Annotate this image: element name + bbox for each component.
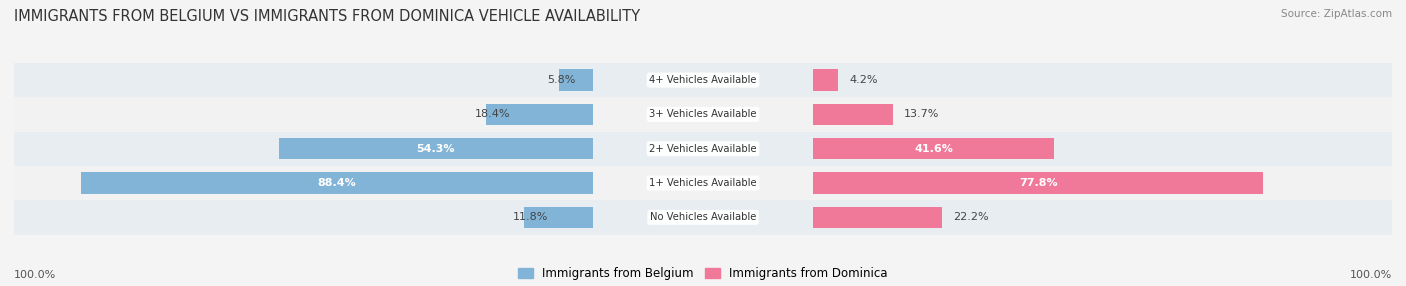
Text: 77.8%: 77.8% (1019, 178, 1057, 188)
Bar (0, 97, 1406, 132)
Bar (813, 172, 1264, 194)
Bar (0, 132, 1406, 166)
Text: 100.0%: 100.0% (1350, 270, 1392, 280)
Bar (813, 138, 1054, 159)
Bar (82, 172, 593, 194)
Bar (486, 104, 593, 125)
Text: 3+ Vehicles Available: 3+ Vehicles Available (650, 110, 756, 119)
Legend: Immigrants from Belgium, Immigrants from Dominica: Immigrants from Belgium, Immigrants from… (519, 267, 887, 280)
Text: 5.8%: 5.8% (547, 75, 576, 85)
Text: 22.2%: 22.2% (953, 212, 988, 222)
Text: 18.4%: 18.4% (475, 110, 510, 119)
Bar (813, 69, 838, 91)
Text: 88.4%: 88.4% (318, 178, 356, 188)
Bar (560, 69, 593, 91)
Bar (0, 166, 1406, 200)
Text: 1+ Vehicles Available: 1+ Vehicles Available (650, 178, 756, 188)
Bar (0, 63, 1406, 97)
Text: IMMIGRANTS FROM BELGIUM VS IMMIGRANTS FROM DOMINICA VEHICLE AVAILABILITY: IMMIGRANTS FROM BELGIUM VS IMMIGRANTS FR… (14, 9, 640, 23)
Bar (0, 166, 1406, 200)
Text: 100.0%: 100.0% (14, 270, 56, 280)
Bar (0, 63, 1406, 97)
Text: 41.6%: 41.6% (914, 144, 953, 154)
Bar (0, 97, 1406, 132)
Text: Source: ZipAtlas.com: Source: ZipAtlas.com (1281, 9, 1392, 19)
Text: 4+ Vehicles Available: 4+ Vehicles Available (650, 75, 756, 85)
Bar (524, 207, 593, 228)
Bar (0, 200, 1406, 235)
Text: 11.8%: 11.8% (513, 212, 548, 222)
Bar (813, 104, 893, 125)
Bar (0, 132, 1406, 166)
Bar (0, 200, 1406, 235)
Text: 2+ Vehicles Available: 2+ Vehicles Available (650, 144, 756, 154)
Bar (0, 97, 1406, 132)
Bar (0, 200, 1406, 235)
Bar (0, 166, 1406, 200)
Text: No Vehicles Available: No Vehicles Available (650, 212, 756, 222)
Bar (0, 63, 1406, 97)
Text: 4.2%: 4.2% (849, 75, 877, 85)
Bar (813, 207, 942, 228)
Text: 54.3%: 54.3% (416, 144, 456, 154)
Bar (278, 138, 593, 159)
Bar (0, 132, 1406, 166)
Text: 13.7%: 13.7% (904, 110, 939, 119)
